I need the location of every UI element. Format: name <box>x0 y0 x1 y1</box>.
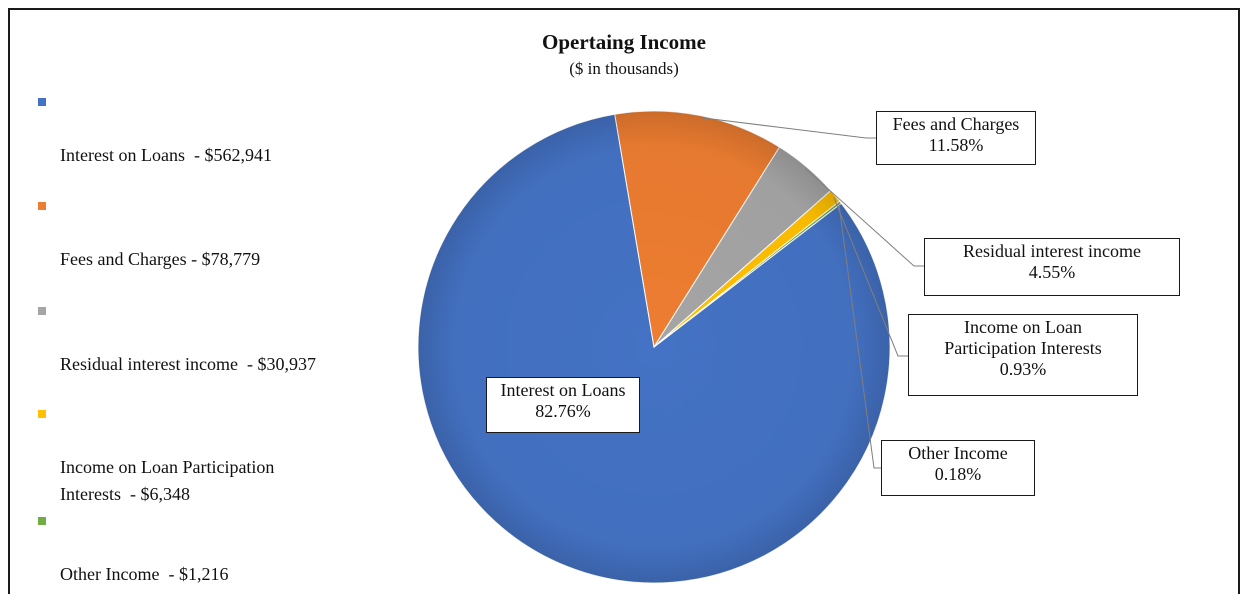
leader-line-residual-interest-income <box>805 168 924 267</box>
chart-title: Opertaing Income <box>542 30 706 54</box>
legend-label-fees-and-charges: Fees and Charges - $78,779 <box>60 249 261 269</box>
legend-swatch-residual-interest-income <box>38 307 46 315</box>
chart-subtitle: ($ in thousands) <box>569 59 679 78</box>
legend-item-fees-and-charges: Fees and Charges - $78,779 <box>38 192 260 300</box>
legend-item-residual-interest-income: Residual interest income - $30,937 <box>38 297 316 405</box>
data-label-residual-interest-income: Residual interest income 4.55% <box>924 238 1180 296</box>
legend-item-other-income: Other Income - $1,216 <box>38 507 228 615</box>
legend-item-income-on-loan-participation: Income on Loan Participation Interests -… <box>38 400 274 508</box>
data-label-interest-on-loans: Interest on Loans 82.76% <box>486 377 640 433</box>
data-label-other-income: Other Income 0.18% <box>881 440 1035 496</box>
legend-swatch-interest-on-loans <box>38 98 46 106</box>
pie-chart <box>417 110 924 584</box>
legend-item-interest-on-loans: Interest on Loans - $562,941 <box>38 88 272 196</box>
legend-swatch-other-income <box>38 517 46 525</box>
legend-label-interest-on-loans: Interest on Loans - $562,941 <box>60 145 272 165</box>
leader-line-income-on-loan-participation-interests <box>833 196 908 357</box>
legend-label-income-on-loan-participation: Income on Loan Participation Interests -… <box>60 457 275 504</box>
chart-legend: Interest on Loans - $562,941 Fees and Ch… <box>38 0 418 596</box>
leader-line-fees-and-charges <box>699 117 876 139</box>
legend-swatch-fees-and-charges <box>38 202 46 210</box>
data-label-income-on-loan-participation: Income on Loan Participation Interests 0… <box>908 314 1138 396</box>
data-label-fees-and-charges: Fees and Charges 11.58% <box>876 111 1036 165</box>
legend-label-residual-interest-income: Residual interest income - $30,937 <box>60 354 316 374</box>
legend-swatch-income-on-loan-participation <box>38 410 46 418</box>
legend-label-other-income: Other Income - $1,216 <box>60 564 229 584</box>
leader-line-other-income <box>838 203 881 469</box>
